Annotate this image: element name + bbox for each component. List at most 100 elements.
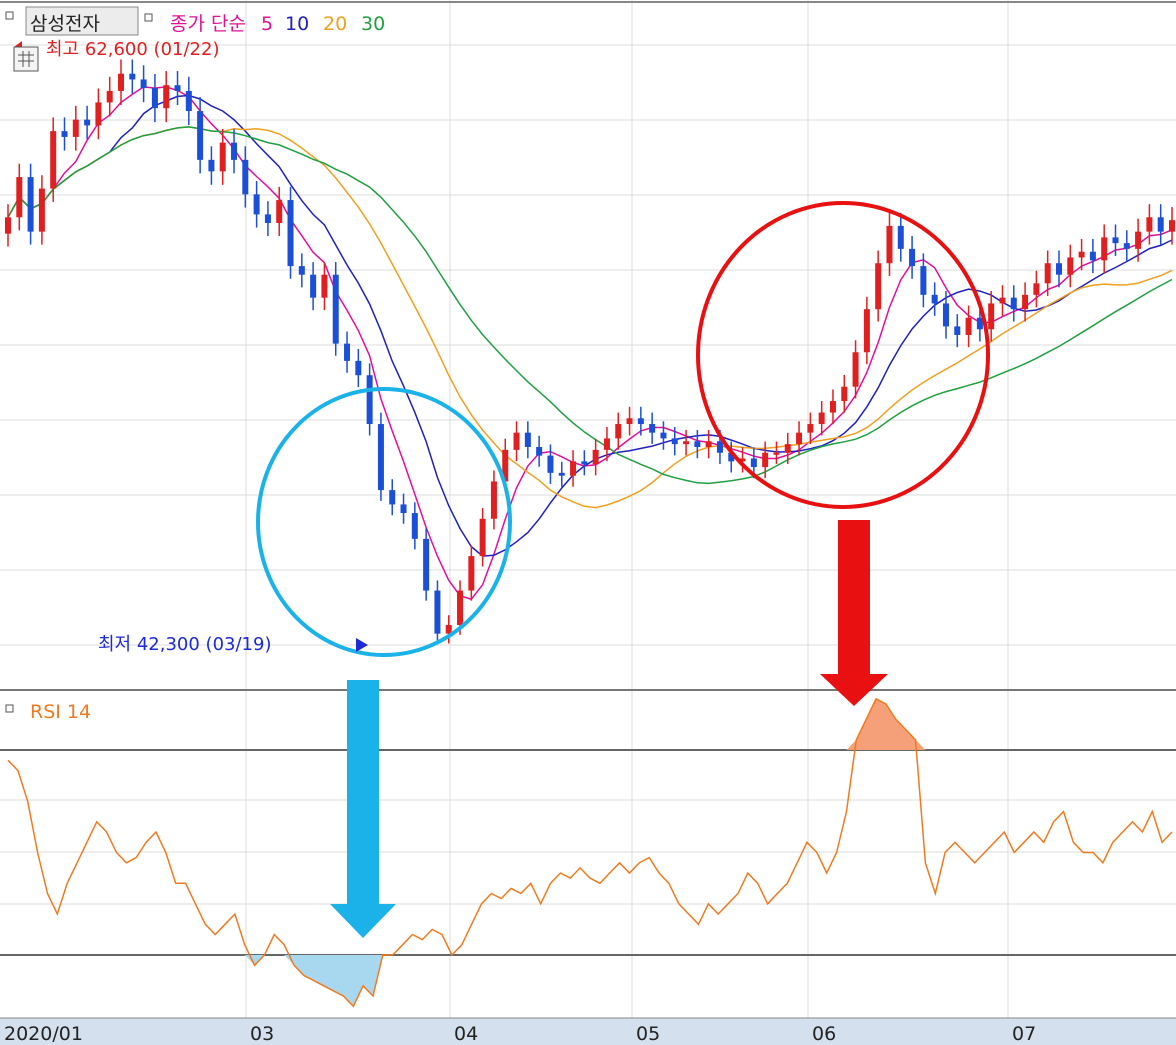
candle-down	[332, 274, 339, 344]
candle-down	[1112, 237, 1119, 244]
candle-up	[1078, 251, 1085, 258]
low-label: 최저 42,300 (03/19)	[98, 634, 271, 655]
vertical-grid	[245, 0, 1009, 1018]
candle-up	[841, 386, 848, 402]
ma10-line	[7, 94, 1173, 557]
candle-up	[739, 458, 746, 462]
candle-up	[38, 188, 45, 232]
candle-up	[965, 317, 972, 336]
candle-down	[344, 343, 351, 361]
candle-down	[1055, 263, 1062, 275]
candle-down	[909, 248, 916, 267]
candle-down	[524, 432, 531, 447]
candle-down	[242, 159, 249, 195]
candle-up	[615, 424, 622, 439]
candle-up	[276, 200, 283, 224]
candle-down	[434, 590, 441, 634]
candle-down	[355, 360, 362, 376]
candle-up	[1169, 220, 1175, 232]
candle-up	[796, 432, 803, 445]
candle-down	[61, 131, 68, 137]
high-highlight-circle	[696, 201, 990, 509]
candle-up	[16, 177, 23, 218]
candle-down	[197, 111, 204, 160]
x-tick-label: 2020/01	[4, 1023, 83, 1045]
x-tick-label: 04	[454, 1023, 478, 1045]
candle-down	[942, 303, 949, 327]
candle-up	[468, 556, 475, 591]
candle-up	[875, 263, 882, 310]
candle-down	[84, 119, 91, 126]
x-tick-label: 06	[812, 1023, 836, 1045]
high-label: 최고 62,600 (01/22)	[46, 39, 219, 60]
candle-up	[829, 401, 836, 413]
candle-down	[536, 447, 543, 456]
candle-down	[1010, 297, 1017, 310]
candle-down	[750, 458, 757, 468]
candle-down	[920, 266, 927, 295]
candle-up	[457, 590, 464, 626]
candle-down	[716, 441, 723, 453]
candle-down	[174, 85, 181, 91]
candle-up	[626, 418, 633, 425]
candle-up	[502, 449, 509, 482]
candle-down	[253, 194, 260, 215]
x-tick-label: 05	[636, 1023, 660, 1045]
candle-up	[705, 441, 712, 447]
blue-down-arrow	[330, 680, 396, 938]
stock-name: 삼성전자	[30, 13, 100, 35]
candle-up	[773, 452, 780, 455]
candle-up	[683, 441, 690, 445]
candle-up	[5, 217, 11, 234]
candle-down	[27, 177, 34, 232]
candle-down	[637, 418, 644, 425]
candle-down	[264, 214, 271, 224]
candle-down	[140, 79, 147, 89]
candle-up	[784, 444, 791, 453]
candle-down	[310, 274, 317, 298]
table-icon-grid	[18, 51, 34, 67]
low-marker-arrow	[356, 638, 368, 652]
candle-down	[389, 490, 396, 505]
ma20-label: 20	[323, 13, 347, 35]
candle-up	[163, 85, 170, 109]
rsi-overbought-fill	[846, 698, 926, 750]
candle-down	[366, 375, 373, 425]
rsi-line	[7, 697, 1173, 1008]
candle-up	[999, 297, 1006, 304]
candle-down	[1089, 251, 1096, 261]
candle-up	[321, 274, 328, 298]
candle-up	[762, 452, 769, 468]
candle-down	[1157, 217, 1164, 232]
candle-up	[988, 303, 995, 330]
horizontal-grid	[0, 44, 1176, 905]
candle-up	[1044, 263, 1051, 284]
ma5-label: 5	[261, 13, 273, 35]
candle-up	[95, 102, 102, 126]
candle-up	[445, 625, 452, 634]
candle-down	[897, 225, 904, 249]
candle-up	[490, 481, 497, 519]
candle-up	[118, 73, 125, 91]
ma-label: 종가 단순	[170, 13, 246, 35]
candle-up	[818, 412, 825, 425]
ma10-label: 10	[285, 13, 309, 35]
candle-up	[1135, 231, 1142, 249]
candle-down	[671, 438, 678, 445]
stock-name-button[interactable]	[25, 6, 139, 36]
candle-up	[219, 142, 226, 172]
candle-down	[649, 424, 656, 433]
candle-down	[411, 513, 418, 539]
candle-down	[231, 142, 238, 160]
candle-down	[581, 461, 588, 465]
table-icon[interactable]	[13, 46, 39, 72]
candle-down	[558, 472, 565, 476]
candle-up	[570, 461, 577, 476]
rsi-oversold-fill	[244, 955, 383, 1007]
candle-down	[954, 326, 961, 336]
rsi-plot	[7, 697, 1173, 1008]
candle-up	[1101, 237, 1108, 261]
candle-up	[1146, 217, 1153, 232]
candle-up	[1067, 257, 1074, 275]
low-highlight-circle	[256, 387, 512, 657]
